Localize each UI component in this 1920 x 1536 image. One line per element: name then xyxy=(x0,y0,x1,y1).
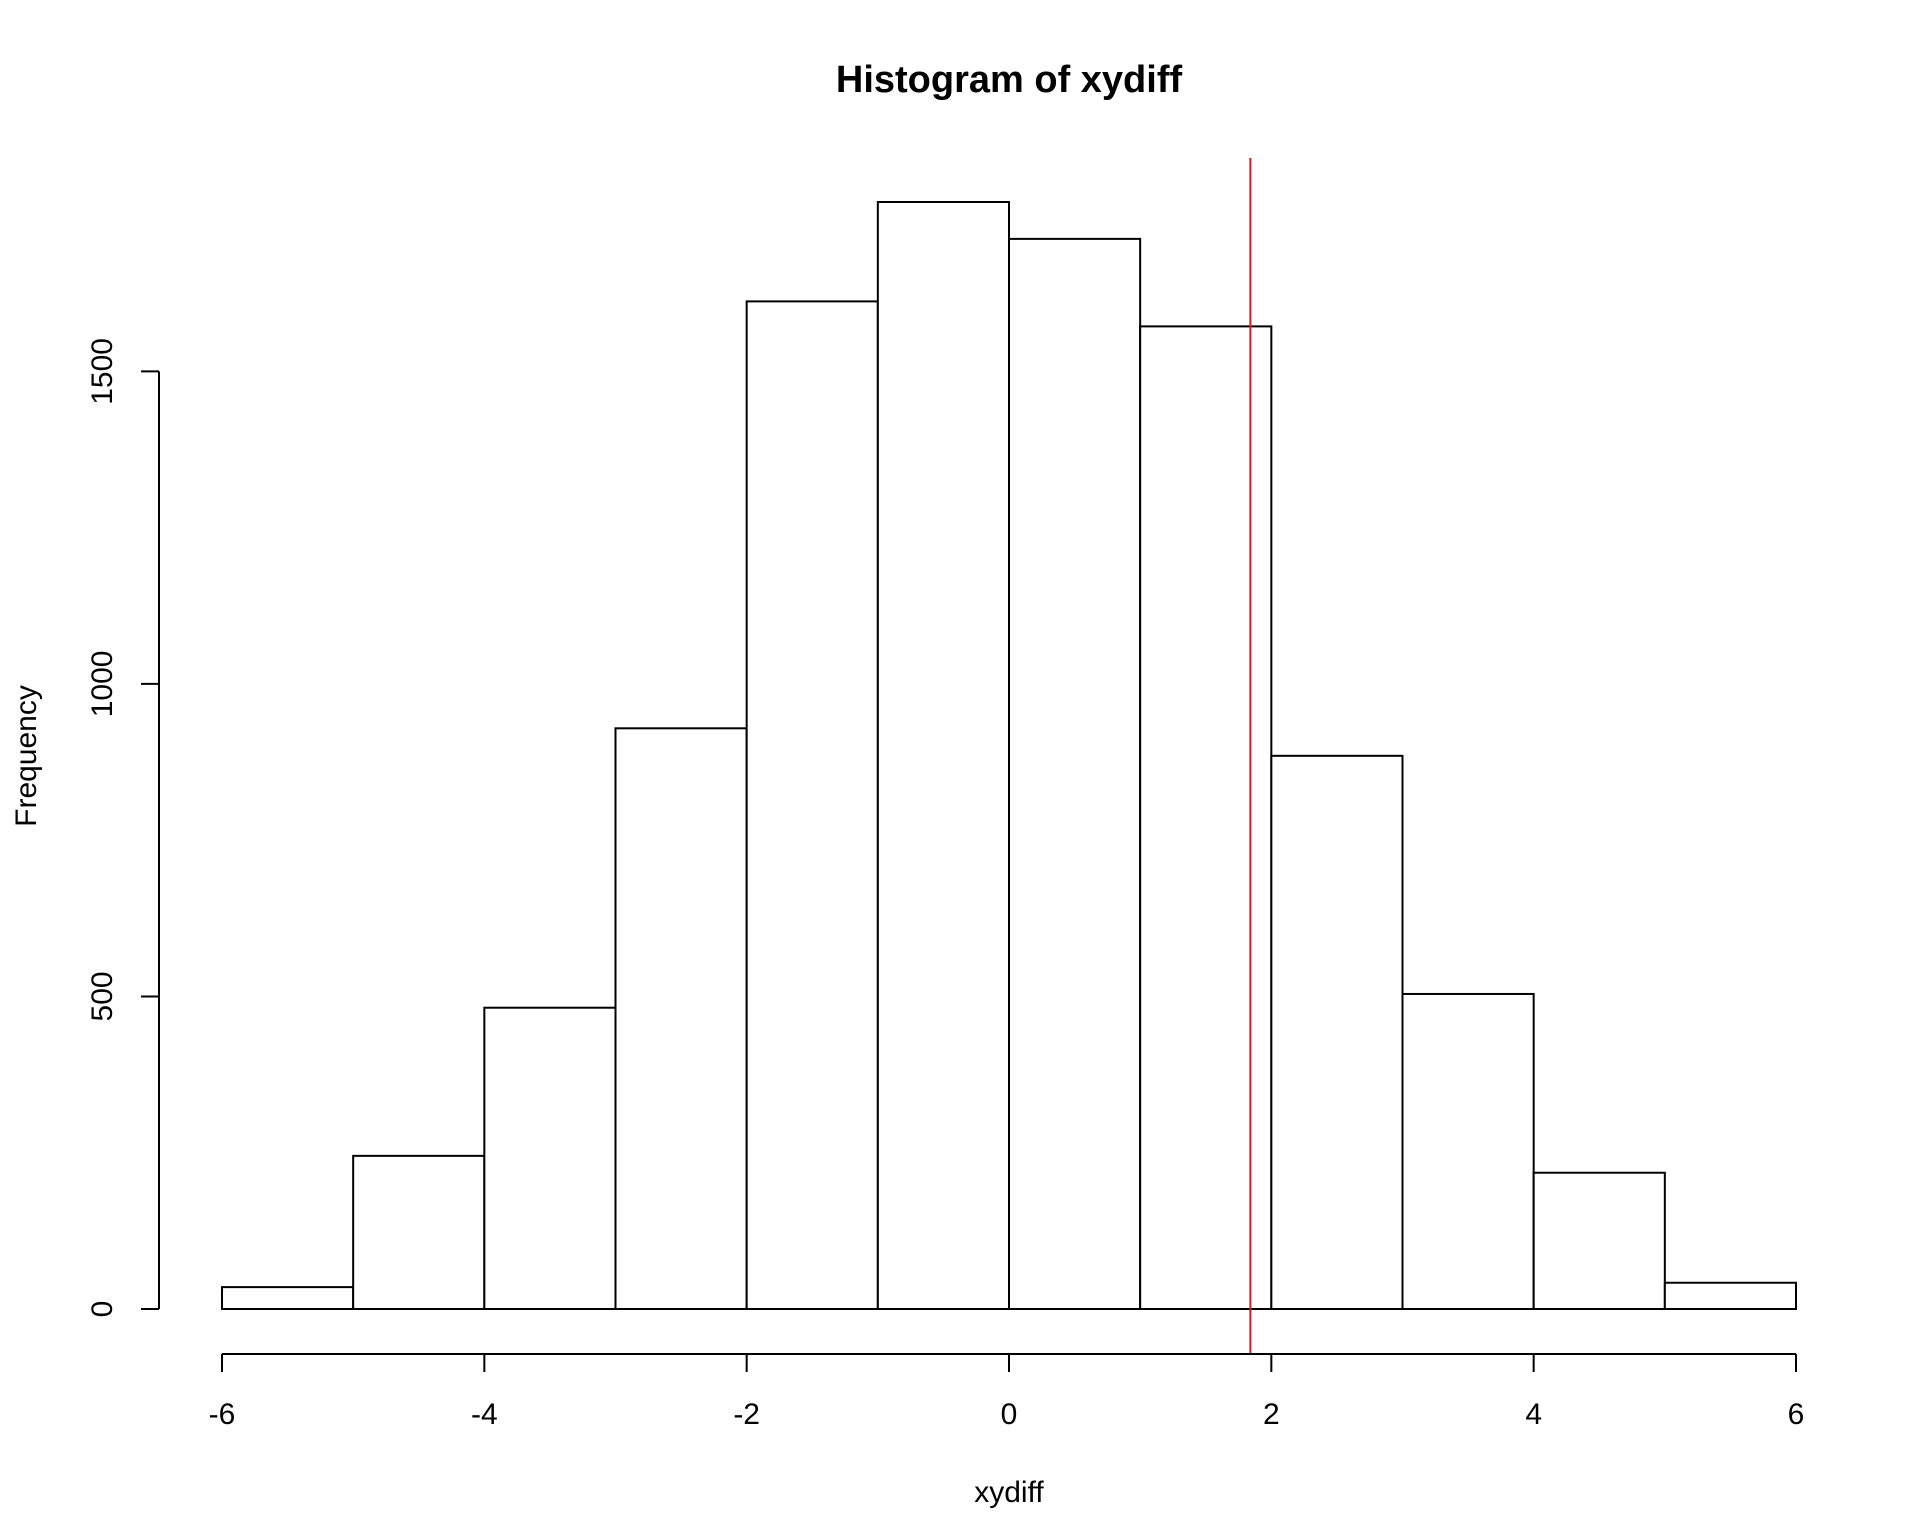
y-tick-label-0: 0 xyxy=(86,1301,119,1318)
histogram-bar-1 xyxy=(352,1154,486,1310)
histogram-bar-9 xyxy=(1401,992,1535,1310)
x-tick-label-4: 2 xyxy=(1263,1398,1280,1431)
histogram-bar-8 xyxy=(1270,754,1404,1310)
chart-title: Histogram of xydiff xyxy=(836,59,1183,101)
histogram-bars xyxy=(221,201,1798,1311)
y-axis: 0 500 1000 1500 xyxy=(86,338,160,1318)
histogram-bar-7 xyxy=(1139,325,1273,1310)
y-tick-label-1: 500 xyxy=(86,971,119,1021)
x-tick-label-1: -4 xyxy=(471,1398,498,1431)
histogram-bar-6 xyxy=(1008,237,1142,1311)
x-tick-label-5: 4 xyxy=(1525,1398,1542,1431)
histogram-bar-2 xyxy=(483,1006,617,1311)
histogram-bar-0 xyxy=(221,1286,355,1311)
x-tick-label-0: -6 xyxy=(209,1398,236,1431)
x-tick-label-6: 6 xyxy=(1788,1398,1805,1431)
y-tick-label-2: 1000 xyxy=(86,651,119,718)
histogram-bar-5 xyxy=(876,201,1010,1310)
histogram-bar-4 xyxy=(745,300,879,1310)
y-axis-label: Frequency xyxy=(10,685,43,827)
y-tick-label-3: 1500 xyxy=(86,338,119,405)
x-tick-label-2: -2 xyxy=(733,1398,760,1431)
x-axis: -6 -4 -2 0 2 4 6 xyxy=(209,1353,1805,1431)
histogram-bar-3 xyxy=(614,727,748,1310)
x-tick-label-3: 0 xyxy=(1001,1398,1018,1431)
x-axis-label: xydiff xyxy=(974,1476,1044,1509)
histogram-bar-11 xyxy=(1663,1281,1798,1311)
histogram-bar-10 xyxy=(1532,1171,1666,1310)
